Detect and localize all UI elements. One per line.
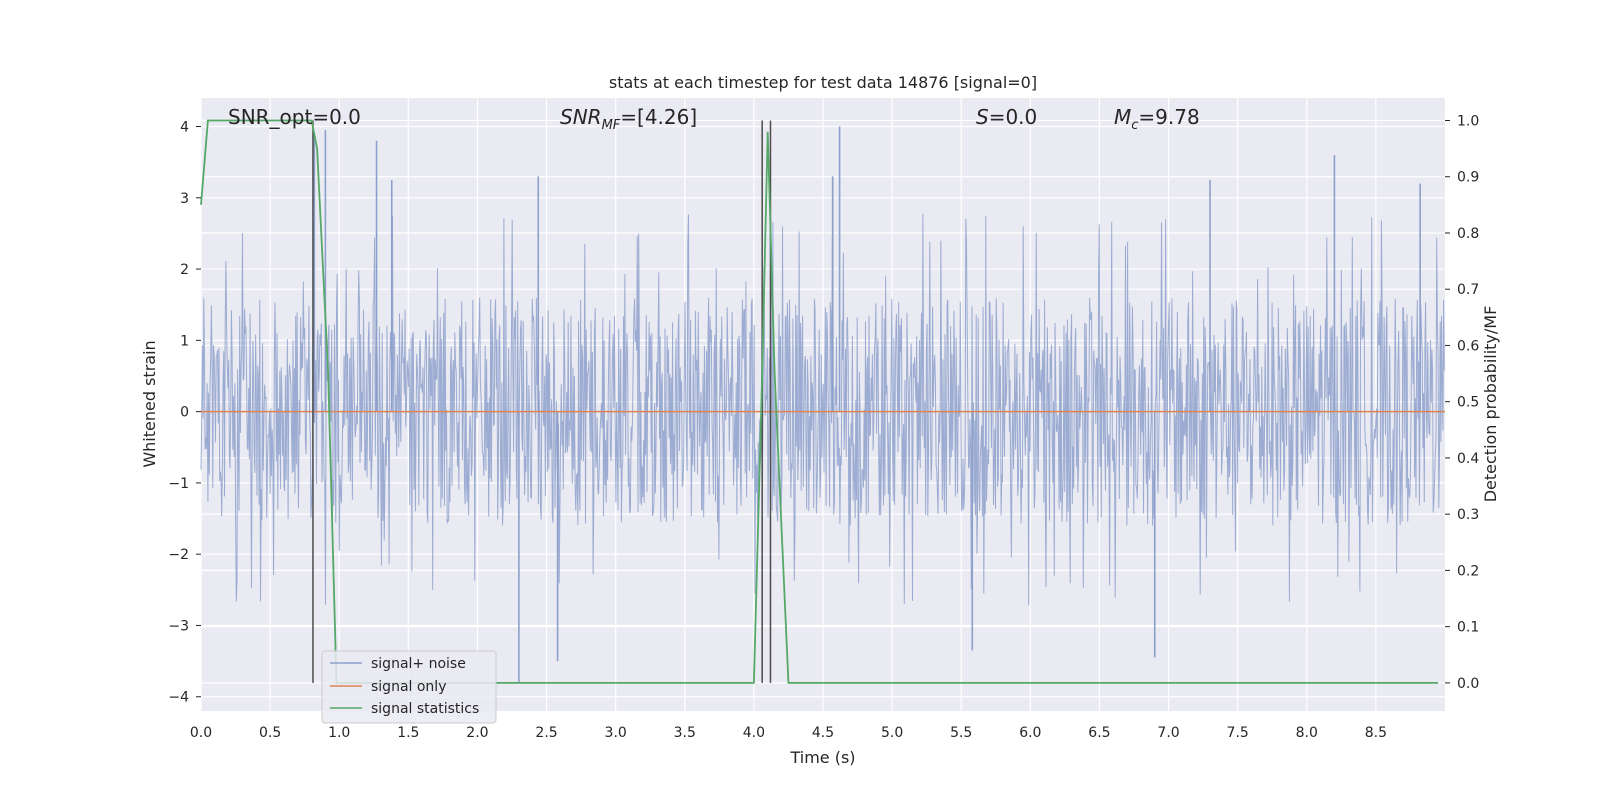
y2-tick-label: 1.0 [1457,113,1479,129]
y2-tick-label: 0.9 [1457,170,1479,186]
x-tick-label: 7.5 [1227,725,1249,741]
annotation-snr-mf-value: =[4.26] [620,105,697,129]
annotation-snr-mf: SNRMF=[4.26] [560,105,697,133]
y-tick-label: −3 [168,618,189,634]
chart-title: stats at each timestep for test data 148… [609,73,1037,92]
y2-tick-label: 0.7 [1457,282,1479,298]
x-tick-label: 1.5 [397,725,419,741]
x-tick-label: 6.5 [1088,725,1110,741]
x-tick-label: 8.5 [1365,725,1387,741]
legend-label-signal-noise: signal+ noise [371,656,466,672]
annotation-mc-symbol: M [1114,105,1131,129]
y2-tick-label: 0.0 [1457,676,1479,692]
y-tick-label: 4 [180,120,189,136]
legend-box [321,650,497,724]
legend: signal+ noise signal only signal statist… [321,650,497,724]
x-tick-label: 4.0 [743,725,765,741]
y-tick-label: 2 [180,262,189,278]
annotation-snr-mf-symbol: SNR [560,105,602,129]
annotation-snr-opt: SNR_opt=0.0 [228,105,361,129]
x-axis-label: Time (s) [789,748,855,767]
x-tick-label: 6.0 [1019,725,1041,741]
y2-tick-label: 0.5 [1457,395,1479,411]
x-tick-label: 1.0 [328,725,350,741]
y2-tick-label: 0.3 [1457,507,1479,523]
annotation-snr-mf-subscript: MF [602,118,621,133]
y-axis-label: Whitened strain [140,340,159,467]
x-tick-label: 4.5 [812,725,834,741]
x-tick-label: 2.0 [466,725,488,741]
annotation-s-value: =0.0 [989,105,1038,129]
x-tick-label: 3.5 [674,725,696,741]
y2-tick-label: 0.4 [1457,451,1479,467]
y2-tick-label: 0.1 [1457,620,1479,636]
x-tick-label: 7.0 [1157,725,1179,741]
x-tick-label: 2.5 [535,725,557,741]
legend-label-signal-only: signal only [371,679,446,695]
legend-label-signal-statistics: signal statistics [371,701,479,717]
x-tick-label: 8.0 [1296,725,1318,741]
x-tick-label: 5.5 [950,725,972,741]
y-tick-label: 3 [180,191,189,207]
annotation-mc-value: =9.78 [1138,105,1199,129]
y-axis-right: 1.0 0.9 0.8 0.7 0.6 0.5 0.4 0.3 0.2 0.1 0.0 [1445,113,1479,692]
annotation-mc: Mc=9.78 [1114,105,1200,133]
x-tick-label: 0.0 [190,725,212,741]
y-tick-label: 0 [180,405,189,421]
x-tick-label: 5.0 [881,725,903,741]
annotation-s: S=0.0 [976,105,1037,129]
y-tick-label: −4 [168,690,189,706]
x-tick-label: 3.0 [605,725,627,741]
y2-axis-label: Detection probability/MF [1481,306,1500,503]
y-tick-label: 1 [180,333,189,349]
y2-tick-label: 0.6 [1457,338,1479,354]
annotation-mc-subscript: c [1131,118,1138,133]
y2-tick-label: 0.2 [1457,563,1479,579]
x-axis: 0.0 0.5 1.0 1.5 2.0 2.5 3.0 3.5 4.0 4.5 5.0 5.5 6.0 6… [190,725,1387,741]
y2-tick-label: 0.8 [1457,226,1479,242]
x-tick-label: 0.5 [259,725,281,741]
y-tick-label: −1 [168,476,189,492]
signal-noise-line [200,213,1446,606]
annotation-s-symbol: S [976,105,989,129]
y-axis-left: 4 3 2 1 0 −1 −2 −3 −4 [168,120,201,706]
y-tick-label: −2 [168,547,189,563]
